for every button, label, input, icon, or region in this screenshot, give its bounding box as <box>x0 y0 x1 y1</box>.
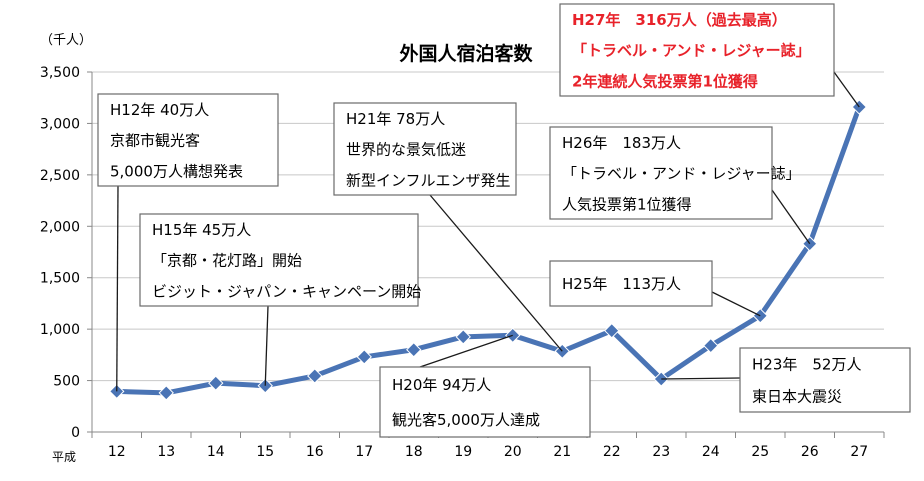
data-point-marker <box>208 375 224 391</box>
data-point-marker <box>307 368 323 384</box>
annotation-box <box>549 260 713 307</box>
x-tick-label: 21 <box>553 444 571 460</box>
annotation-text: H12年 40万人 <box>110 101 209 119</box>
x-tick-label: 23 <box>652 444 670 460</box>
annotation-text: H21年 78万人 <box>346 110 445 128</box>
annotation-text: H23年 52万人 <box>752 356 861 374</box>
annotation-text: 東日本大震災 <box>752 388 842 406</box>
annotation-box <box>139 213 419 307</box>
x-tick-label: 24 <box>702 444 720 460</box>
x-tick-label: 14 <box>207 444 225 460</box>
annotation-text: ビジット・ジャパン・キャンペーン開始 <box>152 282 421 300</box>
annotation-text: 「トラベル・アンド・レジャー誌」 <box>572 42 811 60</box>
annotation-text: H27年 316万人（過去最高） <box>572 11 787 29</box>
data-point-marker <box>356 349 372 365</box>
unit-label: （千人） <box>40 33 92 48</box>
data-point-marker <box>406 342 422 358</box>
annotation-leader-line <box>429 194 563 352</box>
annotation-leader-line <box>661 377 741 380</box>
annotation-text: H20年 94万人 <box>392 376 491 394</box>
data-point-marker <box>158 385 174 401</box>
annotation-text: 観光客5,000万人達成 <box>392 411 540 429</box>
annotation-leader-line <box>264 305 269 386</box>
annotation-text: 2年連続人気投票第1位獲得 <box>572 72 758 90</box>
y-tick-label: 2,000 <box>40 219 80 235</box>
annotation-text: 京都市観光客 <box>110 132 200 150</box>
data-point-marker <box>703 337 719 354</box>
series-line <box>116 106 862 396</box>
annotation-text: 「京都・花灯路」開始 <box>152 252 302 270</box>
annotation-text: 「トラベル・アンド・レジャー誌」 <box>562 165 801 183</box>
data-point-marker <box>455 329 471 345</box>
annotation-text: H15年 45万人 <box>152 221 251 239</box>
annotation-box <box>739 347 911 413</box>
annotation-box <box>97 93 279 187</box>
annotation-text: H25年 113万人 <box>562 275 681 293</box>
y-tick-label: 3,000 <box>40 116 80 132</box>
annotation-text: 人気投票第1位獲得 <box>562 195 692 213</box>
x-tick-label: 25 <box>751 444 769 460</box>
annotation-text: 5,000万人構想発表 <box>110 162 243 180</box>
y-tick-label: 1,000 <box>40 322 80 338</box>
x-tick-label: 18 <box>405 444 423 460</box>
y-tick-label: 1,500 <box>40 271 80 287</box>
data-point-marker <box>604 322 620 339</box>
x-era-label: 平成 <box>52 450 76 464</box>
y-tick-label: 500 <box>53 374 80 390</box>
annotation-box <box>549 126 773 220</box>
x-tick-label: 15 <box>256 444 274 460</box>
x-tick-label: 17 <box>355 444 373 460</box>
chart-title: 外国人宿泊客数 <box>399 42 533 65</box>
annotation-box <box>379 366 591 438</box>
annotation-box <box>559 3 835 97</box>
x-tick-label: 22 <box>603 444 621 460</box>
annotation-leader-line <box>711 291 761 317</box>
y-tick-label: 3,500 <box>40 65 80 81</box>
annotation-box <box>333 102 517 196</box>
x-tick-label: 26 <box>801 444 819 460</box>
x-tick-label: 13 <box>157 444 175 460</box>
x-tick-label: 19 <box>454 444 472 460</box>
annotation-text: H26年 183万人 <box>562 134 681 152</box>
annotation-leader-line <box>833 71 860 108</box>
annotation-text: 新型インフルエンザ発生 <box>346 171 511 189</box>
annotation-leader-line <box>419 334 513 368</box>
y-tick-label: 0 <box>71 425 80 441</box>
x-tick-label: 16 <box>306 444 324 460</box>
x-tick-label: 20 <box>504 444 522 460</box>
annotation-leader-line <box>116 185 119 392</box>
annotation-leader-line <box>771 189 811 245</box>
y-tick-label: 2,500 <box>40 168 80 184</box>
x-tick-label: 12 <box>108 444 126 460</box>
annotation-text: 世界的な景気低迷 <box>346 141 466 159</box>
x-tick-label: 27 <box>850 444 868 460</box>
